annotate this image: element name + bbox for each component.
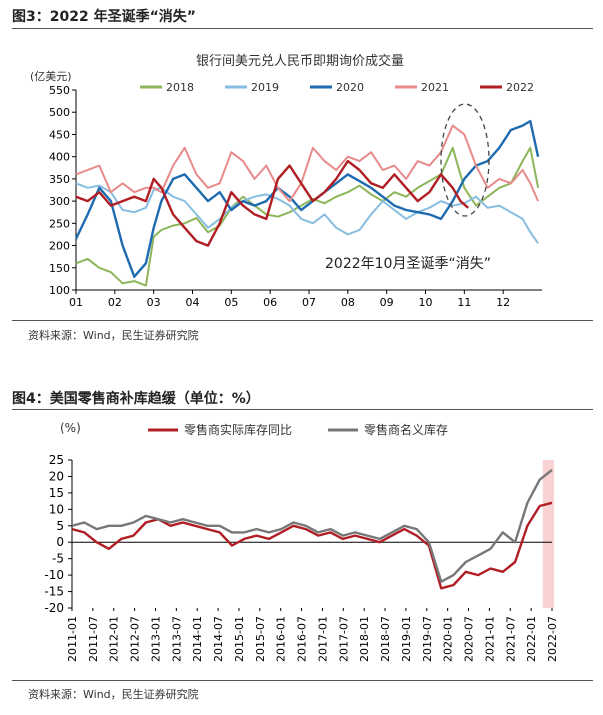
figure4-top-rule: [12, 409, 593, 410]
chart2-x-tick-label: 2014-01: [191, 616, 204, 662]
figure3-top-rule: [12, 28, 593, 29]
chart2-y-tick-label: 20: [49, 469, 64, 483]
chart2-x-tick-label: 2016-07: [296, 616, 309, 662]
chart1-x-tick-label: 07: [302, 296, 316, 309]
chart1-x-tick-label: 12: [496, 296, 510, 309]
figure3-bottom-rule: [12, 320, 593, 321]
chart2-x-tick-label: 2013-01: [149, 616, 162, 662]
chart1-x-tick-label: 05: [224, 296, 238, 309]
chart2-x-tick-label: 2019-01: [400, 616, 413, 662]
chart2-x-tick-label: 2011-01: [66, 616, 79, 662]
chart1-annotation: 2022年10月圣诞季“消失”: [325, 256, 491, 272]
chart1-series-line-2020: [74, 119, 540, 278]
chart2-y-tick-label: 5: [56, 519, 64, 533]
chart2-x-tick-label: 2012-07: [129, 616, 142, 662]
chart1-y-tick-label: 550: [49, 84, 70, 97]
figure4-bottom-rule: [12, 680, 593, 681]
chart2-y-tick-label: -20: [44, 601, 64, 615]
chart-fx-volume: 银行间美元兑人民币即期询价成交量 (亿美元) 2018 2019 2020 2021 202…: [30, 53, 542, 309]
chart1-y-tick-label: 400: [49, 151, 70, 164]
chart1-y-tick-label: 250: [49, 217, 70, 230]
chart1-series-line-2022: [75, 159, 469, 247]
chart2-x-tick-label: 2022-01: [525, 616, 538, 662]
chart1-x-tick-label: 02: [108, 296, 122, 309]
chart2-y-tick-label: 10: [49, 502, 64, 516]
chart1-y-tick-label: 500: [49, 106, 70, 119]
chart1-legend-label-2018: 2018: [166, 81, 194, 94]
chart2-shaded-period: [542, 460, 554, 608]
chart2-x-tick-label: 2011-07: [87, 616, 100, 662]
chart2-x-tick-label: 2021-01: [483, 616, 496, 662]
chart2-x-tick-label: 2013-07: [170, 616, 183, 662]
figure4-source: 资料来源：Wind，民生证券研究院: [28, 688, 199, 701]
chart1-x-tick-label: 03: [147, 296, 161, 309]
chart1-x-tick-label: 11: [457, 296, 471, 309]
chart1-y-tick-label: 150: [49, 262, 70, 275]
chart2-y-tick-label: -15: [44, 585, 64, 599]
chart1-series-line-2021: [75, 124, 540, 203]
chart2-x-tick-label: 2017-07: [337, 616, 350, 662]
chart2-x-tick-label: 2016-01: [275, 616, 288, 662]
chart2-x-tick-label: 2017-01: [316, 616, 329, 662]
chart1-y-tick-label: 100: [49, 284, 70, 297]
chart2-y-tick-label: 15: [49, 486, 64, 500]
chart2-x-tick-label: 2018-01: [358, 616, 371, 662]
chart1-legend-label-2022: 2022: [506, 81, 534, 94]
chart1-highlight-ellipse: [440, 103, 490, 217]
chart2-x-tick-label: 2021-07: [504, 616, 517, 662]
chart1-y-tick-label: 350: [49, 173, 70, 186]
chart1-x-tick-label: 08: [341, 296, 355, 309]
chart2-x-tick-label: 2019-07: [421, 616, 434, 662]
chart2-y-unit: (%): [60, 421, 81, 435]
chart2-y-tick-label: 25: [49, 453, 64, 467]
figure3-heading: 图3：2022 年圣诞季“消失”: [12, 9, 196, 25]
chart1-series-line-2018: [75, 146, 540, 287]
figure3-source: 资料来源：Wind，民生证券研究院: [28, 329, 199, 342]
chart1-legend-label-2019: 2019: [251, 81, 279, 94]
chart2-y-tick-label: -10: [44, 568, 64, 582]
chart2-y-tick-label: 0: [56, 535, 64, 549]
chart2-y-tick-label: -5: [52, 552, 64, 566]
chart2-x-tick-label: 2014-07: [212, 616, 225, 662]
chart1-x-tick-label: 09: [380, 296, 394, 309]
chart1-series-line-2019: [75, 182, 539, 244]
chart1-legend-label-2020: 2020: [336, 81, 364, 94]
chart2-x-tick-label: 2018-07: [379, 616, 392, 662]
chart2-x-tick-label: 2015-01: [233, 616, 246, 662]
chart1-x-tick-label: 10: [419, 296, 433, 309]
chart1-x-tick-label: 01: [69, 296, 83, 309]
chart2-x-tick-label: 2015-07: [254, 616, 267, 662]
chart1-legend-label-2021: 2021: [421, 81, 449, 94]
chart2-legend-label-1: 零售商名义库存: [364, 422, 448, 437]
chart2-series-line-1: [71, 468, 553, 583]
chart1-y-tick-label: 300: [49, 195, 70, 208]
chart1-y-unit: (亿美元): [30, 70, 72, 83]
chart2-x-tick-label: 2012-01: [108, 616, 121, 662]
chart1-x-tick-label: 06: [263, 296, 277, 309]
chart-retail-inventory: (%) 零售商实际库存同比 零售商名义库存 -20 -15 -10 -5 0 5 10 15 20 25…: [44, 421, 559, 662]
chart1-y-tick-label: 450: [49, 128, 70, 141]
chart2-legend-label-0: 零售商实际库存同比: [184, 422, 292, 437]
chart1-title: 银行间美元兑人民币即期询价成交量: [196, 53, 404, 69]
figure4-heading: 图4：美国零售商补库趋缓（单位：%）: [12, 391, 260, 407]
chart1-x-tick-label: 04: [186, 296, 200, 309]
chart2-x-tick-label: 2020-01: [442, 616, 455, 662]
chart2-x-tick-label: 2020-07: [463, 616, 476, 662]
chart2-x-tick-label: 2022-07: [546, 616, 559, 662]
chart1-y-tick-label: 200: [49, 240, 70, 253]
chart2-series-line-0: [71, 501, 553, 590]
